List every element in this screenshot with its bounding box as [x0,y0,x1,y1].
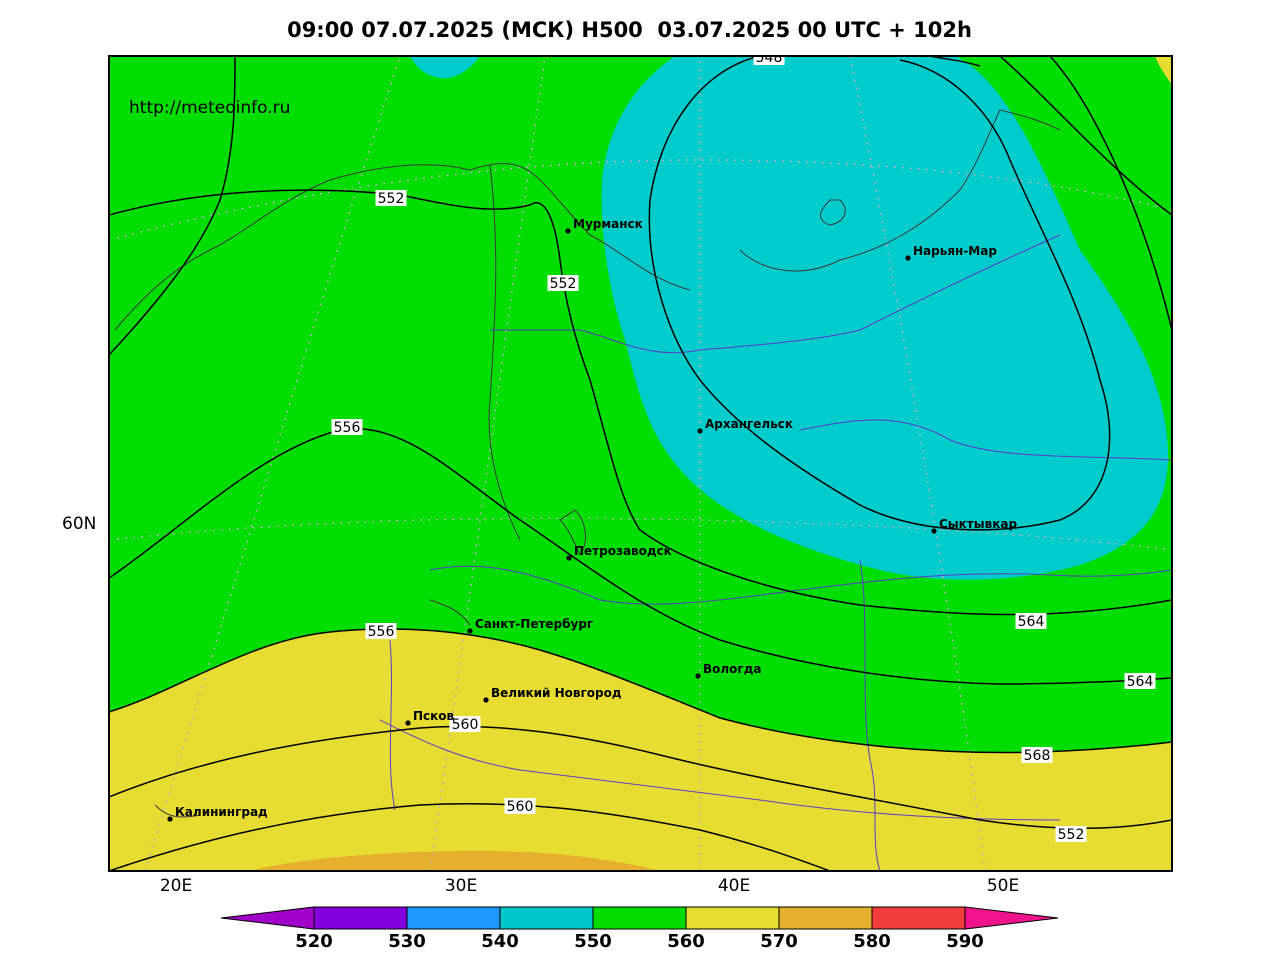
city-markers: Мурманск Нарьян-Мар Архангельск Сыктывкар Пе… [167,217,1017,822]
city-label: Сыктывкар [939,517,1017,531]
contour-label-bg [1124,673,1156,689]
map-title: 09:00 07.07.2025 (МСК) H500 03.07.2025 0… [287,18,972,42]
colorbar-tick-520: 520 [295,931,333,952]
colorbar-tick-580: 580 [853,931,891,952]
colorbar-tick-570: 570 [760,931,798,952]
contour-label-bg [504,798,536,814]
fill-540-550-top [410,56,480,79]
contour-label: 568 [1024,748,1051,764]
city-marker [905,255,911,261]
city-label: Нарьян-Мар [913,244,997,258]
contour-label: 556 [334,420,361,436]
lon-label-50e: 50E [986,876,1020,896]
graticule [109,56,1172,871]
colorbar-segment [406,906,501,930]
contour-label-bg [449,716,481,732]
colorbar-segment [871,906,966,930]
fill-560-570-corner [1155,56,1172,85]
contour-label-bg [1015,613,1047,629]
contour-label-bg [365,623,397,639]
colorbar-segment-high [964,906,1059,930]
contour-label: 556 [368,624,395,640]
colorbar-segment-low [220,906,315,930]
fill-570-580 [250,850,660,871]
contour-labels: 548 552 552 556 556 560 560 564 564 568 552 [331,50,1156,843]
city-label: Архангельск [705,417,793,431]
colorbar-tick-550: 550 [574,931,612,952]
city-marker [467,628,473,634]
city-label: Вологда [703,662,761,676]
contour-label-bg [1055,826,1087,842]
contour-label: 560 [452,717,479,733]
colorbar-tick-530: 530 [388,931,426,952]
lon-label-20e: 20E [159,876,193,896]
colorbar-segment [778,906,873,930]
contour-label-bg [753,56,785,65]
contour-label: 564 [1127,674,1154,690]
city-marker [565,228,571,234]
contour-label-bg [375,190,407,206]
colorbar-segment [313,906,408,930]
city-marker [697,428,703,434]
city-label: Калининград [175,805,268,819]
colorbar-tick-590: 590 [946,931,984,952]
contour-label: 552 [550,276,577,292]
city-marker [405,720,411,726]
city-marker [167,816,173,822]
contour-label: 552 [378,191,405,207]
colorbar-segment [499,906,594,930]
contour-label: 564 [1018,614,1045,630]
city-marker [695,673,701,679]
map-plot-area: 548 552 552 556 556 560 560 564 564 568 552 Мурман… [109,50,1172,871]
city-marker [566,555,572,561]
city-label: Мурманск [573,217,643,231]
lon-label-30e: 30E [444,876,478,896]
colorbar-segment [685,906,780,930]
city-label: Псков [413,709,455,723]
map-frame [108,55,1173,872]
lon-label-40e: 40E [717,876,751,896]
city-marker [931,528,937,534]
colorbar [220,906,1059,930]
city-label: Петрозаводск [574,544,672,558]
city-label: Великий Новгород [491,686,622,700]
coastlines [114,109,1061,818]
city-label: Санкт-Петербург [475,617,593,631]
contour-label-bg [547,275,579,291]
contour-label-bg [1021,747,1053,763]
colorbar-tick-560: 560 [667,931,705,952]
colorbar-tick-540: 540 [481,931,519,952]
watermark-url: http://meteoinfo.ru [129,98,290,118]
admin-borders [379,234,1172,871]
contour-label: 552 [1058,827,1085,843]
lat-label-60n: 60N [62,514,97,534]
contour-label-bg [331,419,363,435]
city-marker [483,697,489,703]
contour-label: 548 [756,50,783,66]
colorbar-segment [592,906,687,930]
contour-label: 560 [507,799,534,815]
